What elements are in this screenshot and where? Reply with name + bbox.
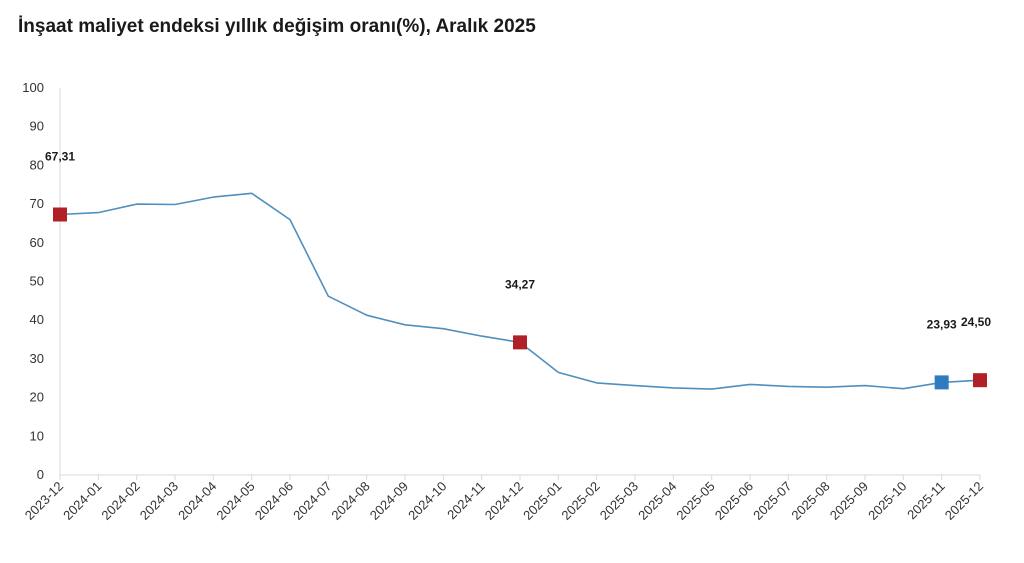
y-tick-label: 60 [30, 235, 44, 250]
y-tick-label: 50 [30, 274, 44, 289]
x-tick-label: 2025-09 [827, 479, 871, 523]
x-tick-label: 2025-04 [635, 479, 679, 523]
y-tick-label: 30 [30, 351, 44, 366]
x-tick-label: 2024-02 [98, 479, 142, 523]
y-tick-label: 40 [30, 312, 44, 327]
x-tick-label: 2025-07 [750, 479, 794, 523]
x-tick-label: 2023-12 [22, 479, 66, 523]
data-label: 24,50 [961, 315, 991, 329]
highlight-marker [934, 375, 949, 390]
x-axis: 2023-122024-012024-022024-032024-042024-… [22, 474, 986, 523]
y-tick-label: 10 [30, 428, 44, 443]
data-label: 23,93 [927, 317, 957, 331]
x-tick-label: 2025-08 [788, 479, 832, 523]
x-tick-label: 2024-10 [405, 479, 449, 523]
x-tick-label: 2024-09 [367, 479, 411, 523]
x-tick-label: 2024-11 [444, 479, 488, 523]
x-tick-label: 2025-01 [520, 479, 564, 523]
x-tick-label: 2024-05 [213, 479, 257, 523]
x-tick-label: 2025-05 [673, 479, 717, 523]
marker-layer: 67,31 34,27 23,93 24,50 [45, 150, 991, 390]
x-tick-label: 2025-02 [558, 479, 602, 523]
highlight-marker [973, 373, 987, 388]
x-tick-label: 2024-04 [175, 479, 219, 523]
x-tick-label: 2025-10 [865, 479, 909, 523]
y-tick-label: 0 [37, 467, 44, 482]
x-tick-label: 2024-01 [60, 479, 104, 523]
x-tick-label: 2024-08 [328, 479, 372, 523]
x-tick-label: 2024-06 [252, 479, 296, 523]
x-tick-label: 2024-03 [137, 479, 181, 523]
x-tick-label: 2024-12 [482, 479, 526, 523]
highlight-marker [513, 335, 527, 350]
x-tick-label: 2025-06 [712, 479, 756, 523]
y-tick-label: 20 [30, 390, 44, 405]
y-axis: 0 10 20 30 40 50 60 70 80 90 100 [22, 80, 61, 482]
x-tick-label: 2024-07 [290, 479, 334, 523]
data-label: 67,31 [45, 150, 75, 164]
x-tick-label: 2025-12 [942, 479, 986, 523]
y-tick-label: 70 [30, 196, 44, 211]
x-tick-label: 2025-11 [904, 479, 948, 523]
y-tick-label: 90 [30, 119, 44, 134]
y-tick-label: 100 [22, 80, 44, 95]
chart-title: İnşaat maliyet endeksi yıllık değişim or… [18, 16, 536, 37]
y-tick-label: 80 [30, 157, 44, 172]
data-label: 34,27 [505, 277, 535, 291]
highlight-marker [53, 207, 67, 222]
x-tick-label: 2025-03 [597, 479, 641, 523]
